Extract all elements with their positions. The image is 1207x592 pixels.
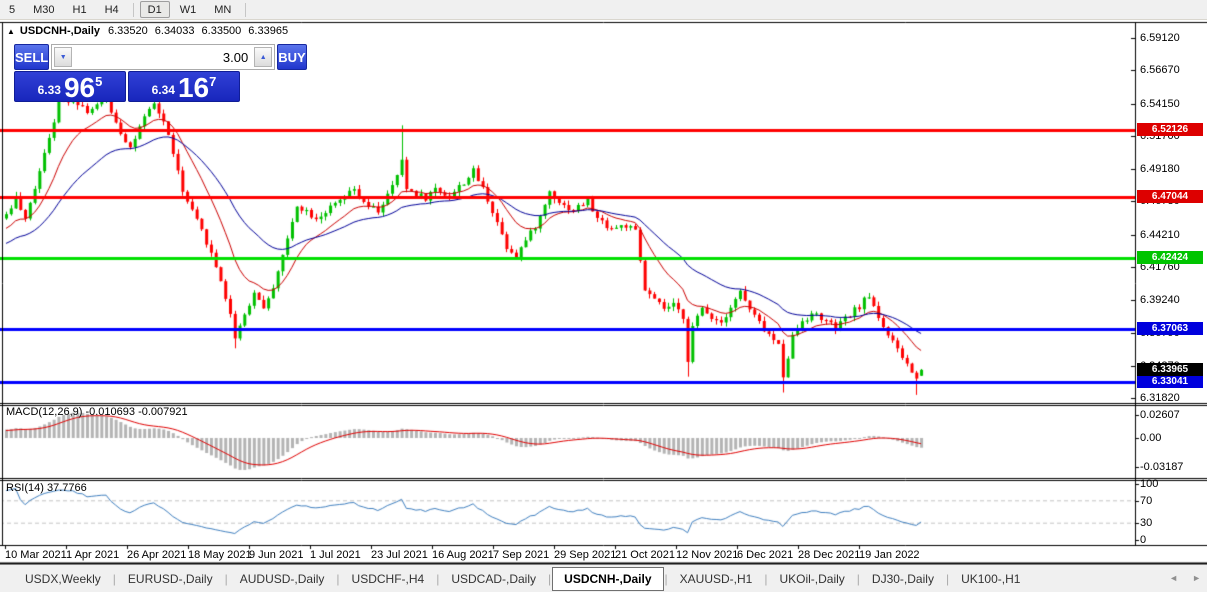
ohlc-close: 6.33965 <box>248 25 289 37</box>
tab-separator: | <box>336 572 340 586</box>
timeframe-button-5[interactable]: 5 <box>9 3 16 16</box>
price-axis-tick: 6.49180 <box>1140 163 1180 176</box>
buy-button[interactable]: BUY <box>277 44 307 70</box>
ohlc-open: 6.33520 <box>108 25 148 37</box>
buy-price-sup: 7 <box>209 74 217 89</box>
price-axis-tick: 6.59120 <box>1140 32 1180 44</box>
price-axis-tick: 6.44210 <box>1140 228 1180 241</box>
tab-usdcad-daily[interactable]: USDCAD-,Daily <box>451 572 537 586</box>
buy-price-display[interactable]: 6.34 16 7 <box>128 71 240 102</box>
one-click-trading-panel: SELL ▼ ▲ BUY 6.33 96 5 6.34 16 7 <box>14 44 307 102</box>
tab-scroll-arrows: ◄ ► <box>1169 573 1201 583</box>
date-axis-label: 26 Apr 2021 <box>127 549 187 561</box>
collapse-panel-icon[interactable]: ▲ <box>7 26 15 36</box>
toolbar-separator <box>132 2 134 17</box>
rsi-axis-tick: 0 <box>1140 534 1147 546</box>
tab-uk100-h1[interactable]: UK100-,H1 <box>961 572 1021 586</box>
date-axis-label: 7 Sep 2021 <box>493 549 550 561</box>
volume-spinner: ▼ ▲ <box>51 44 276 70</box>
price-level-tag-6.42424: 6.42424 <box>1137 251 1203 265</box>
date-axis-label: 21 Oct 2021 <box>615 549 675 561</box>
tab-xauusd-h1[interactable]: XAUUSD-,H1 <box>679 572 753 586</box>
tab-dj30-daily[interactable]: DJ30-,Daily <box>871 572 934 586</box>
ohlc-low: 6.33500 <box>201 25 242 37</box>
volume-increase-icon[interactable]: ▲ <box>254 47 273 67</box>
toolbar-separator <box>245 2 247 17</box>
tab-usdcnh-daily[interactable]: USDCNH-,Daily <box>552 567 664 591</box>
volume-input[interactable] <box>72 47 255 67</box>
date-axis-label: 28 Dec 2021 <box>798 549 861 561</box>
tab-separator: | <box>224 572 228 586</box>
macd-axis-tick: 0.02607 <box>1140 408 1180 421</box>
tab-separator: | <box>664 572 668 586</box>
price-axis-tick: 6.31820 <box>1140 392 1180 405</box>
chart-tab-bar: USDX,Weekly | EURUSD-,Daily | AUDUSD-,Daily |… <box>0 566 1207 592</box>
sell-price-small: 6.33 <box>37 83 61 97</box>
date-axis-label: 18 May 2021 <box>188 549 252 561</box>
date-axis-label: 1 Apr 2021 <box>66 549 120 561</box>
date-axis-label: 23 Jul 2021 <box>371 549 428 561</box>
tab-separator: | <box>436 572 440 586</box>
tab-separator: | <box>548 572 552 586</box>
price-axis-tick: 6.56670 <box>1140 64 1180 77</box>
sell-price-display[interactable]: 6.33 96 5 <box>14 71 126 102</box>
date-axis-label: 10 Mar 2021 <box>5 549 67 561</box>
timeframe-button-W1[interactable]: W1 <box>179 3 197 16</box>
macd-axis-tick: 0.00 <box>1140 432 1162 444</box>
price-level-tag-6.52126: 6.52126 <box>1137 123 1203 137</box>
tab-separator: | <box>856 572 860 586</box>
date-axis-label: 16 Aug 2021 <box>432 549 494 561</box>
ohlc-high: 6.34033 <box>154 25 195 37</box>
sell-price-big: 96 <box>63 72 96 103</box>
tab-usdchf-h4[interactable]: USDCHF-,H4 <box>351 572 425 586</box>
macd-indicator-label: MACD(12,26,9) -0.010693 -0.007921 <box>6 406 188 418</box>
rsi-axis-tick: 70 <box>1140 494 1153 507</box>
date-axis-label: 9 Jun 2021 <box>249 549 304 561</box>
tab-separator: | <box>945 572 950 586</box>
date-axis-label: 12 Nov 2021 <box>676 549 739 561</box>
date-axis-label: 6 Dec 2021 <box>737 549 794 561</box>
price-axis-tick: 6.54150 <box>1140 97 1180 110</box>
current-price-tag: 6.33965 <box>1137 362 1203 376</box>
timeframe-button-H1[interactable]: H1 <box>72 3 87 16</box>
tab-eurusd-daily[interactable]: EURUSD-,Daily <box>127 572 213 586</box>
volume-decrease-icon[interactable]: ▼ <box>54 47 73 67</box>
rsi-axis-tick: 100 <box>1140 478 1159 490</box>
chart-symbol-label: USDCNH-,Daily <box>19 25 100 37</box>
tab-separator: | <box>764 572 768 586</box>
timeframe-button-MN[interactable]: MN <box>214 3 232 16</box>
sell-price-sup: 5 <box>95 74 103 89</box>
rsi-axis-tick: 30 <box>1140 517 1153 530</box>
tab-usdx-weekly[interactable]: USDX,Weekly <box>25 572 101 586</box>
date-axis-label: 1 Jul 2021 <box>310 549 361 561</box>
timeframe-button-H4[interactable]: H4 <box>104 3 119 16</box>
timeframe-toolbar: 5 M30 H1 H4 D1 W1 MN <box>0 0 1207 20</box>
date-axis-label: 19 Jan 2022 <box>859 549 920 561</box>
tab-scroll-left-icon[interactable]: ◄ <box>1169 573 1179 583</box>
timeframe-button-M30[interactable]: M30 <box>33 3 55 16</box>
tab-separator: | <box>112 572 116 586</box>
rsi-indicator-label: RSI(14) 37.7766 <box>6 482 87 494</box>
price-level-tag-6.37063: 6.37063 <box>1137 321 1203 335</box>
chart-title: ▲ USDCNH-,Daily 6.33520 6.34033 6.33500 … <box>7 25 295 37</box>
macd-axis-tick: -0.03187 <box>1140 460 1184 473</box>
sell-button[interactable]: SELL <box>14 44 50 70</box>
price-level-tag-6.47044: 6.47044 <box>1137 190 1203 204</box>
price-level-tag-6.33041: 6.33041 <box>1137 375 1203 389</box>
tab-scroll-right-icon[interactable]: ► <box>1192 573 1201 583</box>
price-axis-tick: 6.39240 <box>1140 294 1180 307</box>
date-axis-label: 29 Sep 2021 <box>554 549 617 561</box>
buy-price-small: 6.34 <box>151 83 175 97</box>
timeframe-button-D1[interactable]: D1 <box>139 1 170 18</box>
tab-ukoil-daily[interactable]: UKOil-,Daily <box>779 572 845 586</box>
buy-price-big: 16 <box>177 72 210 103</box>
tab-audusd-daily[interactable]: AUDUSD-,Daily <box>239 572 325 586</box>
